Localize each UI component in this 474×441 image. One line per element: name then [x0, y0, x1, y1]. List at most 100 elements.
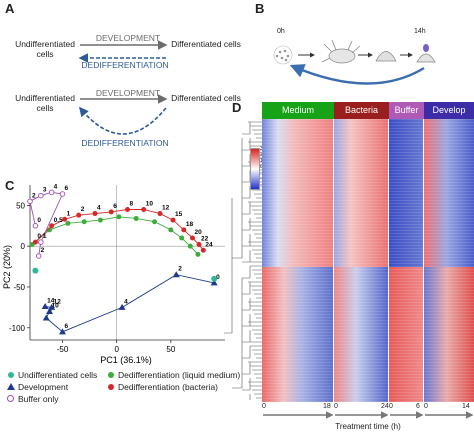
panel-a-label: A [5, 1, 15, 16]
row2-right-label: Differentiated cells [171, 93, 241, 103]
liquid-medium-point [97, 217, 103, 223]
point-label: 2 [81, 206, 85, 213]
separator [333, 119, 334, 402]
liquid-medium-point [187, 243, 193, 249]
development-point [210, 279, 218, 286]
develop-x-start: 0 [424, 403, 428, 410]
buffer-x-end: 6 [416, 403, 420, 410]
row2-dedifferentiation-label: DEDIFFERENTIATION [81, 138, 169, 148]
point-label: 3 [43, 187, 47, 194]
row2-development-label: DEVELOPMENT [95, 88, 161, 98]
separator [423, 119, 424, 402]
point-label: 10 [146, 200, 154, 207]
point-label: 2 [32, 192, 36, 199]
panel-b-label: B [255, 1, 265, 16]
bacteria-point [62, 216, 68, 222]
liquid-medium-point [133, 215, 139, 221]
liquid-medium-point [65, 220, 71, 226]
buffer-x-start: 0 [389, 403, 393, 410]
bacteria-bottom-block [334, 267, 389, 402]
buffer-point [48, 189, 55, 196]
point-label: 6 [65, 185, 69, 192]
aggregate-icon [321, 39, 361, 64]
time-start-label: 0h [277, 28, 285, 35]
liquid-medium-point [81, 219, 87, 225]
separator [388, 119, 389, 402]
liquid-medium-point [195, 251, 201, 257]
point-label: 0 [216, 274, 220, 281]
time-axis-arrows [263, 411, 474, 419]
medium-top-block [262, 119, 334, 267]
undifferentiated-point [211, 275, 218, 282]
mound-icon [375, 51, 397, 62]
point-label: 6 [65, 323, 69, 330]
liquid-medium-point [179, 235, 185, 241]
buffer-point [38, 192, 44, 199]
row1-right-label: Differentiated cells [171, 39, 241, 49]
bacteria-point [92, 211, 98, 217]
buffer-point [32, 223, 39, 229]
point-label: 22 [201, 236, 209, 243]
buffer-point [38, 239, 44, 245]
development-point [59, 328, 66, 335]
bacteria-point [190, 235, 195, 241]
point-label: 24 [205, 241, 213, 248]
legend-label: Buffer only [18, 394, 59, 404]
panel-a-arrows [78, 40, 168, 135]
colorbar [250, 148, 260, 190]
bacteria-top-block [334, 119, 389, 267]
bacteria-x-start: 0 [334, 403, 338, 410]
colorbar-tick: 0 [260, 164, 264, 170]
heatmap-texture [262, 119, 474, 402]
point-label: 0 [37, 217, 41, 224]
y-tick-label: -100 [9, 324, 26, 333]
legend-label: Dedifferentiation (liquid medium) [118, 370, 241, 380]
pca-chart: PC1 (36.1%) PC2 (20%) -50 0 50 50 0 -50 -100 0 0… [2, 183, 225, 365]
buffer-point [59, 191, 66, 197]
group-header-bacteria: Bacteria [334, 102, 389, 119]
heatmap-panel: Medium Bacteria Buffer Develop [262, 102, 474, 402]
liquid-medium-point [152, 219, 158, 225]
point-label: 18 [186, 221, 194, 228]
fruiting-body-icon [416, 44, 436, 63]
development-point [172, 271, 180, 278]
liquid-medium-point [168, 227, 174, 233]
point-label: 8 [130, 200, 134, 207]
point-label: 0.5 [54, 217, 63, 224]
panel-c-label: C [5, 178, 15, 193]
point-label: 1 [43, 233, 47, 240]
legend-marker [7, 383, 15, 390]
legend-marker [108, 372, 114, 378]
x-tick-label: 0 [114, 345, 119, 354]
point-label: 4 [54, 183, 58, 190]
develop-top-block [424, 119, 474, 267]
legend-marker [108, 384, 114, 390]
dissociated-cells-icon [273, 45, 293, 65]
point-label: 4 [124, 298, 128, 305]
bacteria-point [141, 206, 147, 212]
bacteria-x-end: 24 [381, 403, 389, 410]
buffer-point [35, 253, 42, 259]
medium-bottom-block [262, 267, 334, 402]
point-label: 10 [52, 302, 60, 309]
point-label: 6 [113, 203, 117, 210]
row1-development-label: DEVELOPMENT [95, 33, 161, 43]
legend-label: Dedifferentiation (bacteria) [118, 382, 219, 392]
point-label: 4 [97, 205, 101, 212]
row1-left-label: Undifferentiated cells [15, 39, 75, 59]
bacteria-point [181, 227, 187, 233]
development-point [46, 307, 53, 314]
point-label: 12 [162, 205, 170, 212]
row2-left-label: Undifferentiated cells [15, 93, 75, 113]
group-header-develop: Develop [424, 102, 474, 119]
bacteria-point [108, 209, 114, 215]
medium-x-start: 0 [262, 403, 266, 410]
panel-b-diagram [273, 39, 436, 85]
colorbar-tick: 2 [260, 152, 264, 158]
bacteria-point [196, 242, 202, 248]
bacteria-point [32, 239, 38, 245]
row2-dedifferentiation-arrow [78, 106, 167, 135]
bacteria-point [157, 211, 163, 217]
legend-label: Development [18, 382, 69, 392]
point-label: 12 [54, 298, 62, 305]
